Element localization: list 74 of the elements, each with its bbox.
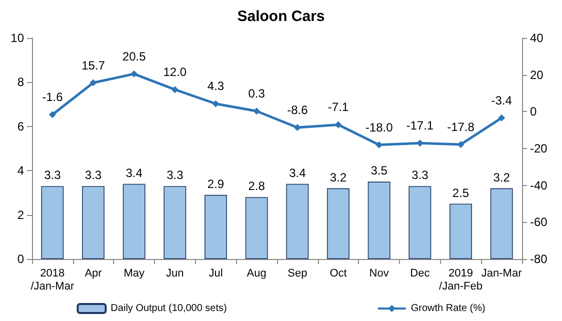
bar — [245, 197, 268, 259]
point — [171, 86, 178, 94]
y2-tick-label: -40 — [530, 178, 548, 192]
x-tick-label: 2019 /Jan-Feb — [439, 268, 482, 292]
bar — [286, 184, 309, 259]
x-tick-label: May — [124, 268, 145, 280]
data-label: -17.8 — [447, 120, 475, 134]
bar — [490, 188, 513, 259]
y2-tick-label: -20 — [530, 142, 548, 156]
y-tick-label: 10 — [10, 31, 24, 45]
y2-tick-label: -60 — [530, 215, 548, 230]
y-tick-label: 6 — [17, 119, 24, 134]
y-tick-label: 4 — [17, 164, 24, 178]
data-label: -3.4 — [491, 93, 512, 108]
data-label: 20.5 — [122, 49, 146, 64]
legend-label: Growth Rate (%) — [410, 303, 486, 314]
point — [212, 100, 220, 108]
x-tick-label: Sep — [288, 268, 308, 280]
legend-label: Daily Output (10,000 sets) — [110, 303, 227, 314]
data-label: 3.2 — [330, 170, 347, 184]
y-tick-label: 0 — [17, 252, 24, 266]
x-tick-label: Dec — [410, 268, 430, 280]
y-tick-label: 8 — [17, 75, 24, 90]
data-label: 12.0 — [163, 65, 187, 80]
bar — [164, 186, 186, 259]
bar — [122, 184, 146, 259]
data-label: 3.3 — [412, 168, 429, 182]
x-tick-label: 2018 /Jan-Mar — [30, 268, 74, 292]
data-label: 2.5 — [452, 186, 470, 200]
point — [294, 124, 301, 132]
chart-title: Saloon Cars — [237, 8, 325, 25]
data-label: 3.3 — [84, 168, 102, 182]
x-tick-label: Nov — [369, 268, 390, 280]
x-tick-label: Jan-Mar — [481, 268, 522, 280]
bar — [450, 204, 472, 259]
data-label: 4.3 — [207, 79, 224, 94]
data-label: 3.3 — [166, 168, 184, 182]
data-label: 15.7 — [82, 58, 106, 72]
data-label: 3.3 — [44, 168, 62, 182]
data-label: -7.1 — [328, 100, 349, 114]
point — [457, 140, 464, 148]
x-tick-label: Oct — [330, 268, 347, 280]
point — [90, 79, 97, 86]
y2-tick-label: 20 — [530, 68, 544, 82]
bar — [82, 186, 104, 259]
data-label: 3.5 — [370, 164, 388, 178]
data-label: -8.6 — [287, 103, 308, 118]
data-label: 3.4 — [126, 166, 143, 180]
data-label: -18.0 — [365, 120, 394, 134]
bar — [408, 186, 432, 259]
data-label: -17.1 — [406, 118, 434, 133]
data-label: 3.2 — [493, 170, 510, 184]
data-label: 2.8 — [248, 179, 266, 194]
bar — [327, 188, 350, 259]
point — [130, 70, 138, 78]
point — [334, 121, 342, 128]
y2-tick-label: -80 — [530, 252, 548, 266]
x-tick-label: Jul — [208, 268, 223, 280]
x-tick-label: Apr — [84, 268, 102, 280]
bar — [41, 186, 64, 259]
point — [253, 108, 260, 115]
bar — [204, 194, 227, 259]
point — [498, 114, 506, 122]
y2-tick-label: 0 — [530, 104, 537, 119]
bar — [368, 182, 390, 259]
data-label: 0.3 — [248, 86, 266, 101]
y2-tick-label: 40 — [530, 31, 544, 45]
data-label: 2.9 — [207, 176, 224, 191]
x-tick-label: Jun — [166, 268, 184, 280]
y-tick-label: 2 — [17, 208, 24, 222]
point — [48, 111, 56, 118]
data-label: 3.4 — [289, 166, 306, 180]
x-tick-label: Aug — [246, 268, 266, 280]
data-label: -1.6 — [42, 90, 64, 104]
